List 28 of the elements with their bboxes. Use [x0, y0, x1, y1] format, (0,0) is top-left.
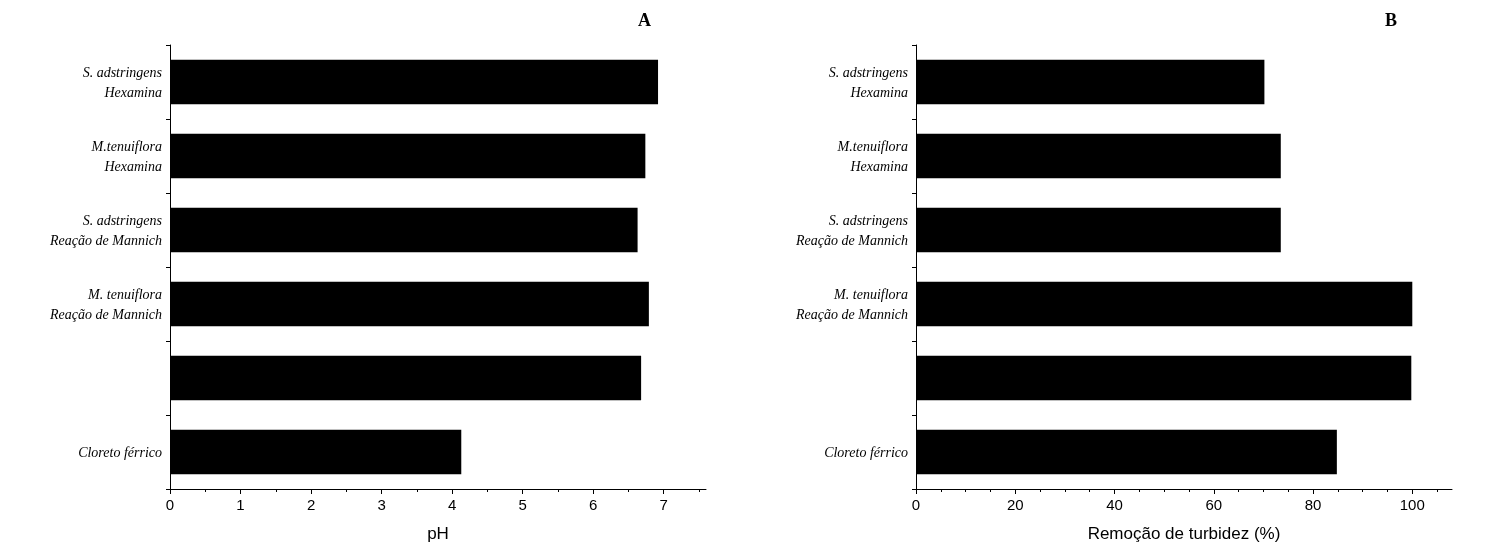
y-tick-label: M.tenuiflora Hexamina	[90, 138, 162, 174]
chart-title: B	[1384, 10, 1398, 30]
x-tick-label: 4	[447, 496, 457, 513]
y-tick-label: Cloreto férrico	[824, 444, 908, 460]
x-tick-label: 6	[588, 496, 598, 513]
y-tick-label: S. adstringens Hexamina	[82, 64, 163, 100]
x-tick-label: 20	[1006, 496, 1024, 513]
x-tick-label: 5	[518, 496, 527, 513]
y-tick-label: S. adstringens Reação de Mannich	[795, 212, 909, 248]
x-tick-label: 0	[911, 496, 921, 513]
x-tick-label: 2	[306, 496, 316, 513]
x-tick-label: 100	[1399, 496, 1425, 513]
y-tick-label: Cloreto férrico	[78, 444, 162, 460]
y-tick-label: M.tenuiflora Hexamina	[836, 138, 908, 174]
x-tick-label: 7	[659, 496, 668, 513]
x-tick-label: 80	[1304, 496, 1322, 513]
x-tick-label: 3	[377, 496, 386, 513]
x-tick-label: 60	[1205, 496, 1223, 513]
x-tick-label: 0	[165, 496, 175, 513]
y-tick-label: S. adstringens Hexamina	[828, 64, 909, 100]
x-tick-label: 40	[1106, 496, 1123, 513]
x-tick-label: 1	[236, 496, 245, 513]
y-tick-label: S. adstringens Reação de Mannich	[49, 212, 163, 248]
y-tick-label: M. tenuiflora Reação de Mannich	[49, 286, 162, 322]
x-axis-title: pH	[427, 524, 449, 543]
y-tick-label: M. tenuiflora Reação de Mannich	[795, 286, 908, 322]
chart-title: A	[638, 10, 651, 30]
x-axis-title: Remoção de turbidez (%)	[1087, 524, 1281, 543]
